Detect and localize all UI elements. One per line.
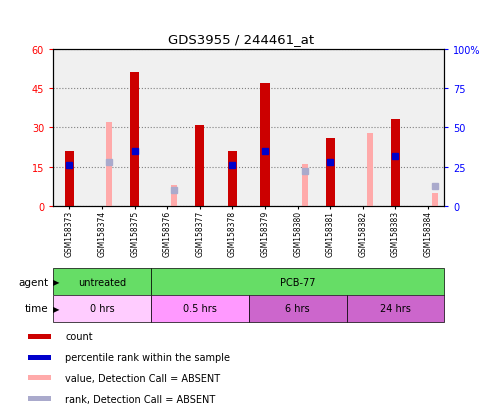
Text: 0.5 hrs: 0.5 hrs	[183, 304, 217, 314]
Text: value, Detection Call = ABSENT: value, Detection Call = ABSENT	[65, 373, 220, 383]
Bar	[228, 152, 237, 206]
Text: 0 hrs: 0 hrs	[90, 304, 114, 314]
Bar	[195, 126, 204, 206]
Bar	[28, 375, 52, 380]
Bar	[53, 268, 151, 295]
Bar	[249, 295, 347, 322]
Text: 6 hrs: 6 hrs	[285, 304, 310, 314]
Text: untreated: untreated	[78, 277, 126, 287]
Bar	[347, 295, 444, 322]
Text: ▶: ▶	[53, 304, 59, 313]
Text: ▶: ▶	[53, 278, 59, 286]
Bar	[391, 120, 400, 206]
Text: GDS3955 / 244461_at: GDS3955 / 244461_at	[169, 33, 314, 45]
Bar	[151, 295, 249, 322]
Bar	[28, 334, 52, 339]
Bar	[151, 268, 444, 295]
Bar	[28, 396, 52, 401]
Bar	[302, 165, 308, 206]
Text: rank, Detection Call = ABSENT: rank, Detection Call = ABSENT	[65, 394, 215, 404]
Text: percentile rank within the sample: percentile rank within the sample	[65, 352, 230, 362]
Bar	[432, 193, 438, 206]
Text: agent: agent	[18, 277, 48, 287]
Bar	[171, 185, 177, 206]
Bar	[326, 138, 335, 206]
Text: time: time	[25, 304, 48, 314]
Text: count: count	[65, 332, 93, 342]
Bar	[260, 83, 270, 206]
Bar	[130, 73, 139, 206]
Text: PCB-77: PCB-77	[280, 277, 315, 287]
Bar	[28, 355, 52, 360]
Text: 24 hrs: 24 hrs	[380, 304, 411, 314]
Bar	[106, 123, 112, 206]
Bar	[367, 133, 373, 206]
Bar	[65, 152, 74, 206]
Bar	[53, 295, 151, 322]
